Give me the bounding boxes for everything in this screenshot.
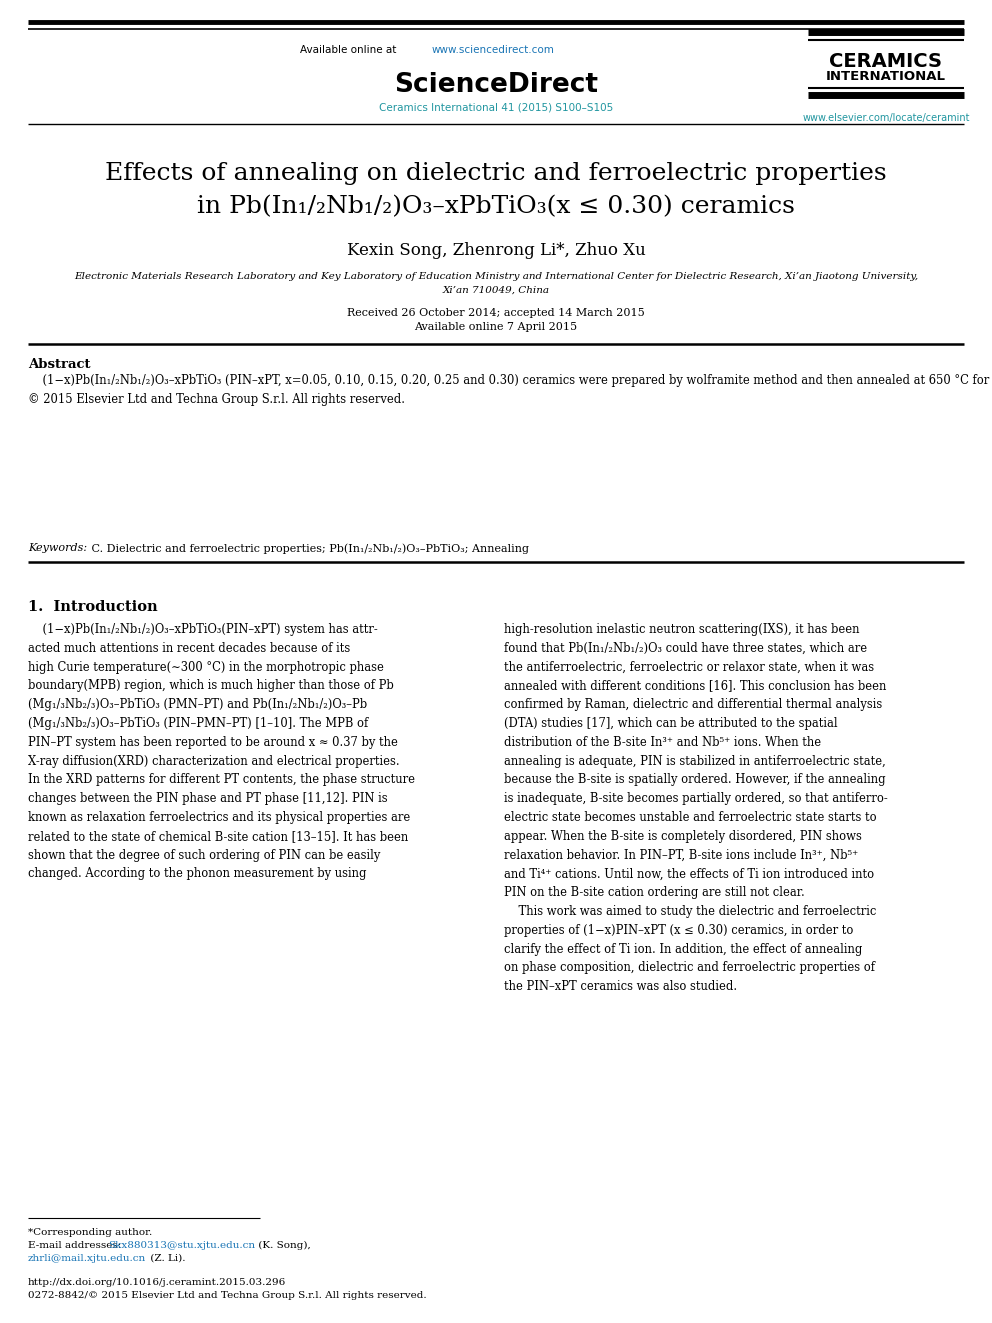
- Text: E-mail addresses:: E-mail addresses:: [28, 1241, 125, 1250]
- Text: CERAMICS: CERAMICS: [829, 52, 942, 71]
- Text: Received 26 October 2014; accepted 14 March 2015: Received 26 October 2014; accepted 14 Ma…: [347, 308, 645, 318]
- Text: Available online 7 April 2015: Available online 7 April 2015: [415, 321, 577, 332]
- Text: www.elsevier.com/locate/ceramint: www.elsevier.com/locate/ceramint: [803, 112, 970, 123]
- Text: in Pb(In₁/₂Nb₁/₂)O₃–xPbTiO₃(x ≤ 0.30) ceramics: in Pb(In₁/₂Nb₁/₂)O₃–xPbTiO₃(x ≤ 0.30) ce…: [197, 194, 795, 218]
- Text: Keywords:: Keywords:: [28, 542, 87, 553]
- Text: Skx880313@stu.xjtu.edu.cn: Skx880313@stu.xjtu.edu.cn: [108, 1241, 255, 1250]
- Text: Available online at: Available online at: [300, 45, 400, 56]
- Text: Ceramics International 41 (2015) S100–S105: Ceramics International 41 (2015) S100–S1…: [379, 103, 613, 112]
- Text: *Corresponding author.: *Corresponding author.: [28, 1228, 152, 1237]
- Text: 1.  Introduction: 1. Introduction: [28, 601, 158, 614]
- Text: INTERNATIONAL: INTERNATIONAL: [826, 70, 946, 83]
- Text: C. Dielectric and ferroelectric properties; Pb(In₁/₂Nb₁/₂)O₃–PbTiO₃; Annealing: C. Dielectric and ferroelectric properti…: [88, 542, 529, 553]
- Text: Effects of annealing on dielectric and ferroelectric properties: Effects of annealing on dielectric and f…: [105, 161, 887, 185]
- Text: zhrli@mail.xjtu.edu.cn: zhrli@mail.xjtu.edu.cn: [28, 1254, 146, 1263]
- Text: Electronic Materials Research Laboratory and Key Laboratory of Education Ministr: Electronic Materials Research Laboratory…: [74, 273, 918, 280]
- Text: ScienceDirect: ScienceDirect: [394, 71, 598, 98]
- Text: (K. Song),: (K. Song),: [255, 1241, 310, 1250]
- Text: Xi’an 710049, China: Xi’an 710049, China: [442, 286, 550, 295]
- Text: (1−x)Pb(In₁/₂Nb₁/₂)O₃–xPbTiO₃(PIN–xPT) system has attr-
acted much attentions in: (1−x)Pb(In₁/₂Nb₁/₂)O₃–xPbTiO₃(PIN–xPT) s…: [28, 623, 415, 880]
- Text: Kexin Song, Zhenrong Li*, Zhuo Xu: Kexin Song, Zhenrong Li*, Zhuo Xu: [346, 242, 646, 259]
- Text: Abstract: Abstract: [28, 359, 90, 370]
- Text: http://dx.doi.org/10.1016/j.ceramint.2015.03.296: http://dx.doi.org/10.1016/j.ceramint.201…: [28, 1278, 287, 1287]
- Text: high-resolution inelastic neutron scattering(IXS), it has been
found that Pb(In₁: high-resolution inelastic neutron scatte…: [504, 623, 888, 994]
- Text: www.sciencedirect.com: www.sciencedirect.com: [432, 45, 555, 56]
- Text: (Z. Li).: (Z. Li).: [147, 1254, 186, 1263]
- Text: (1−x)Pb(In₁/₂Nb₁/₂)O₃–xPbTiO₃ (PIN–xPT, x=0.05, 0.10, 0.15, 0.20, 0.25 and 0.30): (1−x)Pb(In₁/₂Nb₁/₂)O₃–xPbTiO₃ (PIN–xPT, …: [28, 374, 992, 406]
- Text: 0272-8842/© 2015 Elsevier Ltd and Techna Group S.r.l. All rights reserved.: 0272-8842/© 2015 Elsevier Ltd and Techna…: [28, 1291, 427, 1301]
